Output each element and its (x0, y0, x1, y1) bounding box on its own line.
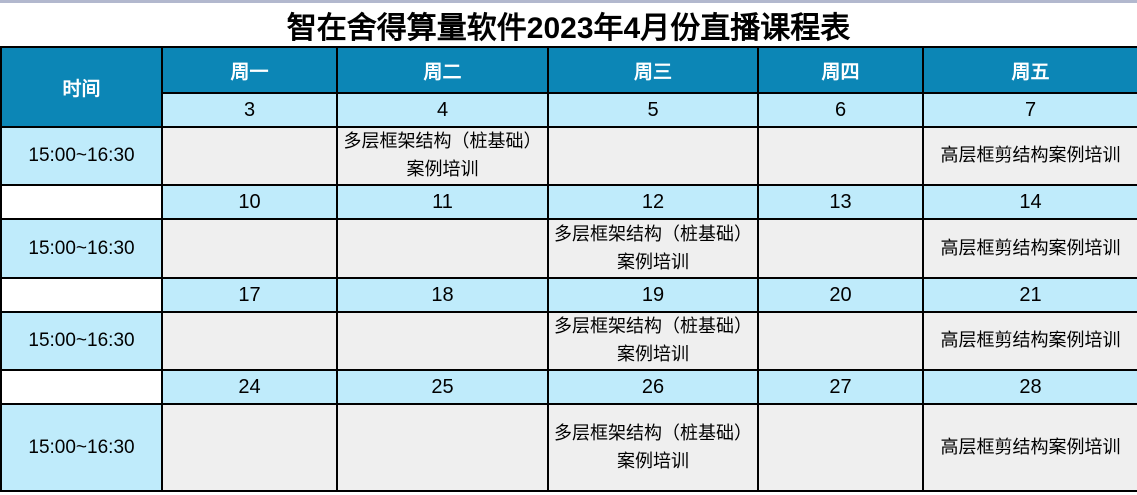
course-cell (161, 218, 338, 279)
top-divider-line (0, 0, 1137, 3)
date-cell: 13 (757, 184, 924, 220)
date-cell: 12 (547, 184, 759, 220)
course-row-week3: 15:00~16:30 多层框架结构（桩基础）案例培训 高层框剪结构案例培训 (0, 311, 1137, 371)
date-cell: 11 (336, 184, 549, 220)
date-cell: 21 (922, 277, 1137, 313)
time-slot-cell: 15:00~16:30 (0, 126, 163, 186)
date-cell: 19 (547, 277, 759, 313)
date-cell: 4 (336, 92, 549, 128)
page-title: 智在舍得算量软件2023年4月份直播课程表 (286, 11, 851, 45)
course-row-week4: 15:00~16:30 多层框架结构（桩基础）案例培训 高层框剪结构案例培训 (0, 403, 1137, 492)
date-cell: 5 (547, 92, 759, 128)
course-cell (547, 126, 759, 186)
empty-time-cell (0, 184, 163, 220)
weekday-header-tue: 周二 (336, 46, 549, 94)
course-cell (757, 403, 924, 492)
course-cell (336, 403, 549, 492)
course-cell (161, 126, 338, 186)
date-cell: 27 (757, 369, 924, 405)
weekday-header-thu: 周四 (757, 46, 924, 94)
course-cell: 高层框剪结构案例培训 (922, 311, 1137, 371)
date-cell: 20 (757, 277, 924, 313)
date-row-week4: 24 25 26 27 28 (0, 369, 1137, 405)
time-slot-cell: 15:00~16:30 (0, 403, 163, 492)
course-cell: 多层框架结构（桩基础）案例培训 (336, 126, 549, 186)
course-cell: 多层框架结构（桩基础）案例培训 (547, 218, 759, 279)
date-cell: 14 (922, 184, 1137, 220)
date-row-week1: 3 4 5 6 7 (1, 92, 1137, 128)
weekday-header-mon: 周一 (161, 46, 338, 94)
date-cell: 25 (336, 369, 549, 405)
course-row-week2: 15:00~16:30 多层框架结构（桩基础）案例培训 高层框剪结构案例培训 (0, 218, 1137, 279)
empty-time-cell (0, 369, 163, 405)
course-cell: 高层框剪结构案例培训 (922, 403, 1137, 492)
course-cell: 多层框架结构（桩基础）案例培训 (547, 403, 759, 492)
course-cell: 高层框剪结构案例培训 (922, 218, 1137, 279)
time-slot-cell: 15:00~16:30 (0, 311, 163, 371)
time-column-header: 时间 (0, 46, 163, 128)
weekday-header-fri: 周五 (922, 46, 1137, 94)
weekday-header-wed: 周三 (547, 46, 759, 94)
course-cell (161, 403, 338, 492)
course-cell: 高层框剪结构案例培训 (922, 126, 1137, 186)
date-cell: 24 (161, 369, 338, 405)
date-cell: 10 (161, 184, 338, 220)
schedule-table: 时间 周一 周二 周三 周四 周五 3 4 5 6 7 15:00~16:30 … (0, 46, 1137, 492)
course-cell (757, 311, 924, 371)
weekday-header-row: 时间 周一 周二 周三 周四 周五 (0, 46, 1137, 128)
course-cell (336, 218, 549, 279)
empty-time-cell (0, 277, 163, 313)
course-row-week1: 15:00~16:30 多层框架结构（桩基础）案例培训 高层框剪结构案例培训 (0, 126, 1137, 186)
course-cell (757, 218, 924, 279)
course-cell: 多层框架结构（桩基础）案例培训 (547, 311, 759, 371)
date-cell: 26 (547, 369, 759, 405)
date-row-week2: 10 11 12 13 14 (0, 184, 1137, 220)
date-cell: 18 (336, 277, 549, 313)
date-cell: 17 (161, 277, 338, 313)
course-cell (757, 126, 924, 186)
date-cell: 3 (161, 92, 338, 128)
course-cell (161, 311, 338, 371)
time-slot-cell: 15:00~16:30 (0, 218, 163, 279)
course-cell (336, 311, 549, 371)
date-cell: 7 (922, 92, 1137, 128)
date-row-week3: 17 18 19 20 21 (0, 277, 1137, 313)
date-cell: 28 (922, 369, 1137, 405)
date-cell: 6 (757, 92, 924, 128)
